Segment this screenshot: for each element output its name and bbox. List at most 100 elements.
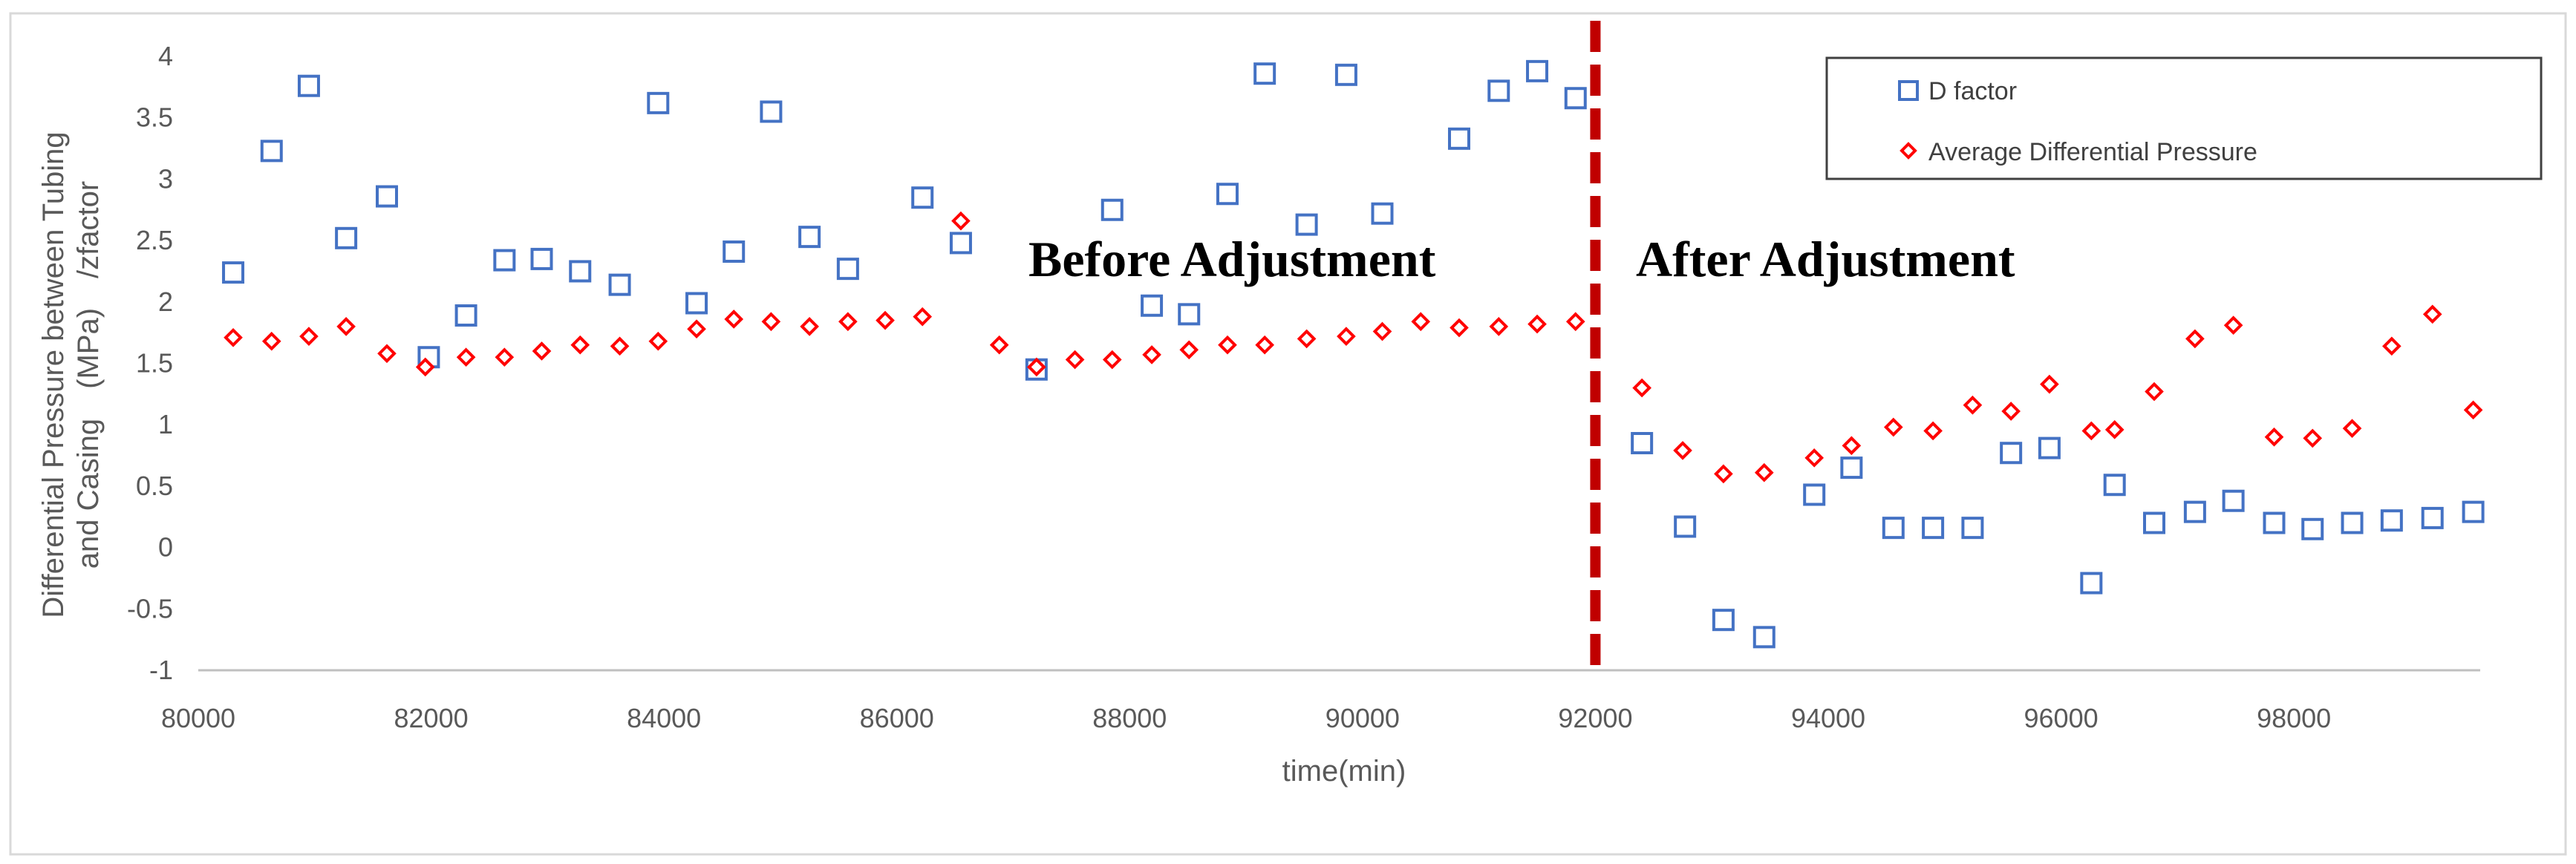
data-point-average-differential-pressure	[800, 317, 819, 336]
data-point-d-factor	[911, 186, 934, 209]
data-point-d-factor	[2301, 517, 2324, 540]
data-point-d-factor	[2341, 511, 2364, 534]
series-layer	[222, 59, 2485, 649]
data-point-average-differential-pressure	[1527, 314, 1547, 334]
data-point-average-differential-pressure	[261, 331, 281, 351]
y-tick-label: 4	[158, 41, 173, 71]
data-point-average-differential-pressure	[875, 310, 895, 330]
data-point-d-factor	[2222, 489, 2245, 512]
data-point-average-differential-pressure	[1923, 421, 1943, 441]
data-point-d-factor	[608, 273, 631, 296]
data-point-average-differential-pressure	[687, 319, 706, 339]
data-point-average-differential-pressure	[1411, 312, 1431, 332]
data-point-average-differential-pressure	[2001, 402, 2021, 421]
data-point-average-differential-pressure	[1218, 335, 1237, 355]
data-point-d-factor	[685, 292, 708, 315]
data-point-average-differential-pressure	[2264, 427, 2284, 447]
x-tick-label: 90000	[1326, 703, 1400, 733]
series-average-differential-pressure	[224, 211, 2483, 484]
data-point-d-factor	[647, 91, 670, 114]
data-point-d-factor	[1631, 432, 1654, 455]
data-point-d-factor	[949, 232, 972, 255]
y-tick-label: 0.5	[136, 471, 173, 501]
data-point-average-differential-pressure	[456, 347, 476, 367]
data-point-d-factor	[2183, 500, 2206, 523]
data-point-average-differential-pressure	[495, 347, 515, 367]
data-point-d-factor	[222, 261, 245, 284]
legend-label-average-differential-pressure: Average Differential Pressure	[1928, 138, 2257, 166]
y-tick-label: -1	[149, 655, 173, 685]
legend-marker-average-differential-pressure	[1900, 142, 1917, 160]
data-point-average-differential-pressure	[1179, 340, 1199, 360]
data-point-average-differential-pressure	[2185, 329, 2205, 349]
data-point-d-factor	[2038, 436, 2061, 459]
data-point-d-factor	[1371, 202, 1394, 225]
x-tick-label: 92000	[1558, 703, 1632, 733]
data-point-average-differential-pressure	[1489, 317, 1509, 336]
y-axis-ticks: 4 3.5 3 2.5 2 1.5 1 0.5 0 -0.5 -1	[127, 41, 173, 685]
data-point-average-differential-pressure	[1565, 312, 1585, 332]
data-point-d-factor	[297, 74, 320, 97]
legend-label-d-factor: D factor	[1928, 77, 2017, 105]
y-tick-label: 3	[158, 163, 173, 194]
data-point-d-factor	[1526, 59, 1549, 82]
data-point-d-factor	[1141, 294, 1164, 317]
data-point-average-differential-pressure	[1804, 448, 1825, 468]
data-point-d-factor	[1564, 87, 1587, 110]
data-point-average-differential-pressure	[1673, 441, 1692, 460]
data-point-average-differential-pressure	[1027, 357, 1046, 377]
data-point-average-differential-pressure	[1883, 417, 1903, 437]
data-point-average-differential-pressure	[1255, 335, 1274, 355]
x-tick-label: 80000	[161, 703, 235, 733]
data-point-average-differential-pressure	[2303, 428, 2323, 448]
data-point-average-differential-pressure	[951, 211, 971, 231]
y-tick-label: 1	[158, 409, 173, 439]
y-axis-title: Differential Pressure between Tubing and…	[37, 131, 105, 618]
y-axis-title-line2: and Casing (MPa) /zfactor	[72, 181, 105, 569]
data-point-average-differential-pressure	[1372, 321, 1392, 341]
data-point-d-factor	[1100, 198, 1124, 221]
data-point-d-factor	[2080, 572, 2103, 595]
y-tick-label: -0.5	[127, 593, 173, 624]
data-point-average-differential-pressure	[1297, 329, 1317, 349]
data-point-average-differential-pressure	[2081, 421, 2101, 441]
data-point-d-factor	[1487, 79, 1510, 102]
data-point-average-differential-pressure	[1142, 345, 1161, 364]
data-point-average-differential-pressure	[1714, 464, 1733, 484]
data-point-d-factor	[1216, 183, 1239, 206]
data-point-average-differential-pressure	[1754, 462, 1774, 482]
data-point-d-factor	[2380, 509, 2403, 532]
data-point-average-differential-pressure	[1065, 350, 1085, 370]
data-point-average-differential-pressure	[1102, 350, 1122, 370]
y-tick-label: 2.5	[136, 225, 173, 255]
x-tick-label: 98000	[2257, 703, 2331, 733]
annotation-before: Before Adjustment	[1028, 231, 1436, 287]
data-point-d-factor	[454, 304, 477, 327]
data-point-average-differential-pressure	[2104, 419, 2125, 439]
x-tick-label: 88000	[1092, 703, 1167, 733]
data-point-d-factor	[1803, 483, 1826, 506]
data-point-average-differential-pressure	[2382, 336, 2401, 356]
data-point-d-factor	[2143, 511, 2165, 534]
data-point-d-factor	[335, 226, 358, 249]
x-tick-label: 82000	[394, 703, 469, 733]
data-point-d-factor	[2421, 506, 2444, 529]
data-point-average-differential-pressure	[1337, 327, 1356, 346]
data-point-average-differential-pressure	[610, 336, 630, 356]
data-point-average-differential-pressure	[532, 341, 552, 361]
y-tick-label: 3.5	[136, 102, 173, 133]
data-point-average-differential-pressure	[377, 344, 397, 364]
data-point-average-differential-pressure	[761, 312, 781, 332]
data-point-average-differential-pressure	[1450, 318, 1469, 338]
data-point-average-differential-pressure	[299, 327, 319, 346]
data-point-d-factor	[1295, 213, 1318, 236]
data-point-d-factor	[1961, 517, 1984, 540]
data-point-average-differential-pressure	[415, 357, 435, 377]
data-point-average-differential-pressure	[2145, 382, 2164, 402]
data-point-d-factor	[530, 247, 553, 270]
legend-marker-d-factor	[1898, 80, 1919, 101]
data-point-d-factor	[1674, 515, 1697, 538]
data-point-d-factor	[1253, 62, 1276, 85]
data-point-average-differential-pressure	[648, 331, 668, 351]
